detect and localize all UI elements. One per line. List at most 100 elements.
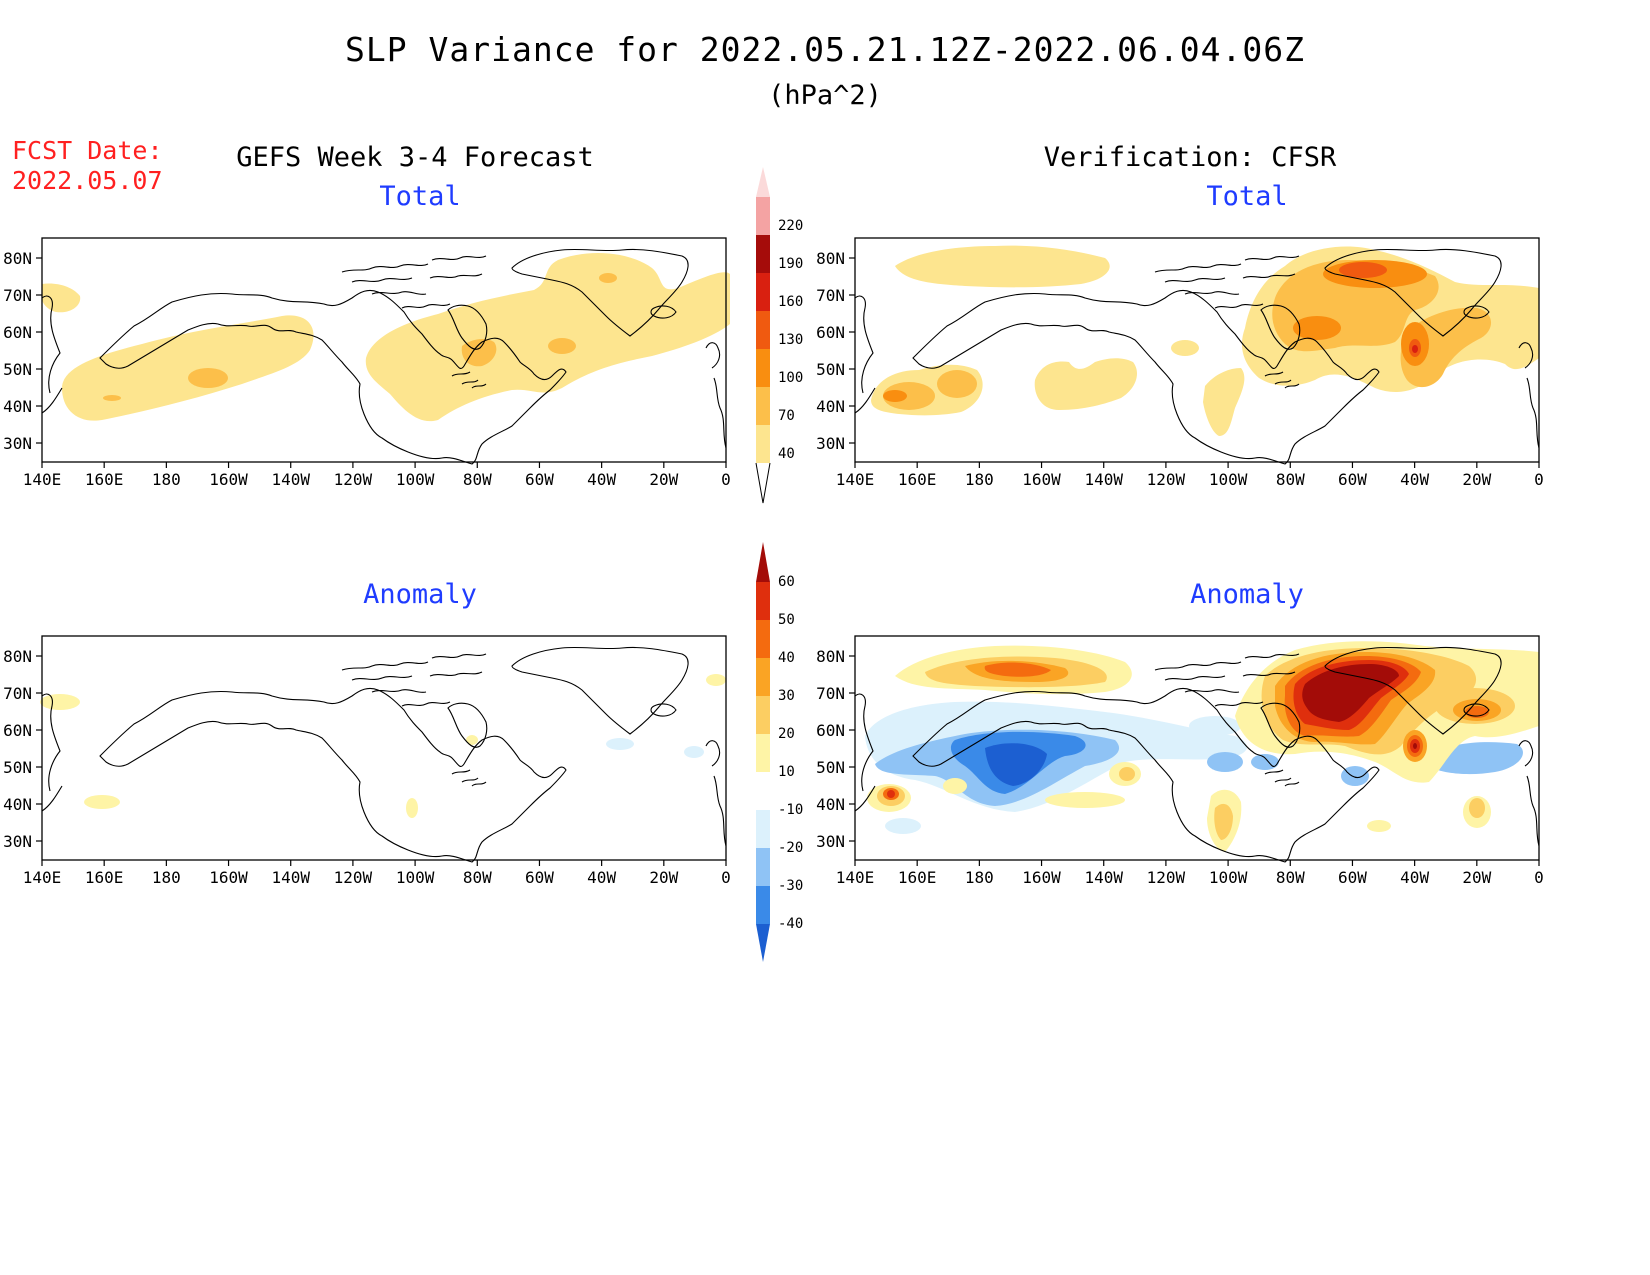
colorbar-anomaly-label: 60 (778, 574, 795, 590)
fill-40-pacific (62, 315, 314, 421)
lat-tick-label: 50N (816, 360, 845, 379)
lat-tick-label: 70N (3, 684, 32, 703)
colorbar-anomaly-segment (756, 772, 770, 810)
colorbar-total-segment (756, 197, 770, 235)
figure-title: SLP Variance for 2022.05.21.12Z-2022.06.… (345, 30, 1305, 69)
colorbar-anomaly-end-top (756, 542, 770, 582)
lon-tick-label: 40W (1400, 868, 1429, 887)
lat-tick-labels: 80N 70N 60N 50N 40N 30N (816, 647, 855, 851)
fill-70-hudson (461, 339, 497, 367)
lat-tick-label: 80N (816, 647, 845, 666)
lon-tick-label: 160W (1022, 868, 1061, 887)
lon-tick-label: 160W (209, 868, 248, 887)
lat-tick-label: 60N (3, 323, 32, 342)
lon-tick-label: 180 (152, 868, 181, 887)
fill-a60-greenland (1302, 664, 1399, 722)
colorbar-anomaly-label: 20 (778, 726, 795, 742)
colorbar-anomaly-segment (756, 696, 770, 734)
lon-tick-label: 160E (898, 868, 937, 887)
lat-tick-label: 60N (816, 721, 845, 740)
colorbar-total-segment (756, 425, 770, 463)
fill-n10-east (684, 746, 704, 758)
panel-gefs-anomaly: 80N 70N 60N 50N 40N 30N 140E 160E 180 160W 140W 12… (3, 635, 731, 887)
fill-a10-us (406, 798, 418, 818)
fill-40-atlantic (365, 253, 730, 422)
colorbar-anomaly-end-bottom (756, 924, 770, 962)
fill-100-labrador (1293, 316, 1341, 340)
map-frame (41, 635, 727, 861)
lon-tick-label: 20W (1462, 470, 1491, 489)
lat-tick-label: 50N (816, 758, 845, 777)
lon-tick-label: 100W (1209, 470, 1248, 489)
colorbar-anomaly-segment (756, 734, 770, 772)
fill-n10-lower (885, 818, 921, 834)
lon-tick-label: 80W (463, 470, 492, 489)
fill-130-greenland (1339, 262, 1387, 278)
lon-tick-label: 40W (1400, 470, 1429, 489)
units-label: (hPa^2) (768, 80, 882, 111)
colorbar-anomaly-segment (756, 886, 770, 924)
fill-a10-pac (84, 795, 120, 809)
lat-tick-labels: 80N 70N 60N 50N 40N 30N (3, 647, 42, 851)
fill-40-west (42, 283, 81, 313)
lat-tick-label: 30N (816, 832, 845, 851)
lon-tick-label: 60W (525, 868, 554, 887)
lon-tick-labels: 140E 160E 180 160W 140W 120W 100W 80W 60W 40W 20W 0 (836, 860, 1544, 887)
lat-tick-label: 60N (816, 323, 845, 342)
lon-tick-label: 140E (836, 470, 875, 489)
fill-70-greenland (599, 273, 617, 283)
lon-tick-label: 100W (396, 470, 435, 489)
lon-tick-label: 140W (271, 868, 310, 887)
colorbar-anomaly-label: -10 (778, 802, 803, 818)
lon-tick-label: 140W (1084, 470, 1123, 489)
contour-fills (871, 245, 1539, 436)
lat-tick-label: 40N (3, 795, 32, 814)
colorbar-total-segment (756, 273, 770, 311)
colorbar-anomaly-label: 50 (778, 612, 795, 628)
lat-tick-label: 40N (3, 397, 32, 416)
fill-70-pac-small (103, 395, 121, 401)
lon-tick-label: 160W (1022, 470, 1061, 489)
lon-tick-label: 100W (396, 868, 435, 887)
lon-tick-label: 140E (23, 470, 62, 489)
lon-tick-label: 0 (721, 470, 731, 489)
contour-fills (865, 641, 1539, 852)
lat-tick-label: 30N (816, 434, 845, 453)
lat-tick-label: 40N (816, 795, 845, 814)
colorbar-total-end-top (756, 167, 770, 197)
fill-40-us-plume (1203, 368, 1245, 436)
colorbar-total-segment (756, 235, 770, 273)
colorbar-total-label: 70 (778, 408, 795, 424)
fill-n10-canada (1189, 716, 1241, 736)
lat-tick-labels: 80N 70N 60N 50N 40N 30N (816, 249, 855, 453)
fill-a10-mid (1367, 820, 1391, 832)
colorbar-anomaly-segment (756, 620, 770, 658)
colorbar-anomaly-label: 10 (778, 764, 795, 780)
lon-tick-label: 120W (334, 868, 373, 887)
lon-tick-label: 20W (1462, 868, 1491, 887)
fill-n40-npac (985, 743, 1047, 786)
fill-n20-us (1207, 752, 1243, 772)
lon-tick-label: 140W (271, 470, 310, 489)
fill-n20-atl (1341, 766, 1369, 786)
fill-a10-gl (466, 735, 478, 745)
lat-tick-label: 50N (3, 360, 32, 379)
lon-tick-labels: 140E 160E 180 160W 140W 120W 100W 80W 60W 40W 20W 0 (23, 462, 731, 489)
map-frame (854, 635, 1540, 861)
fill-a10-east (706, 674, 726, 686)
fill-a40-arctic-pac (984, 662, 1051, 677)
panel-title-gefs-total: Total (379, 181, 461, 212)
lon-tick-label: 160E (898, 470, 937, 489)
fill-n20-gl (1251, 754, 1279, 770)
lon-tick-label: 40W (587, 470, 616, 489)
colorbar-total-label: 220 (778, 218, 803, 234)
colorbar-anomaly-label: 30 (778, 688, 795, 704)
fill-a10-goa (1045, 792, 1125, 808)
lon-tick-label: 0 (1534, 868, 1544, 887)
fill-40-npac-band (895, 245, 1110, 288)
panel-cfsr-total: 80N 70N 60N 50N 40N 30N 140E 160E 180 160W 140W 12… (816, 237, 1544, 489)
lon-tick-label: 120W (1147, 470, 1186, 489)
panel-title-cfsr-anomaly: Anomaly (1190, 579, 1304, 610)
colorbar-total-label: 40 (778, 446, 795, 462)
